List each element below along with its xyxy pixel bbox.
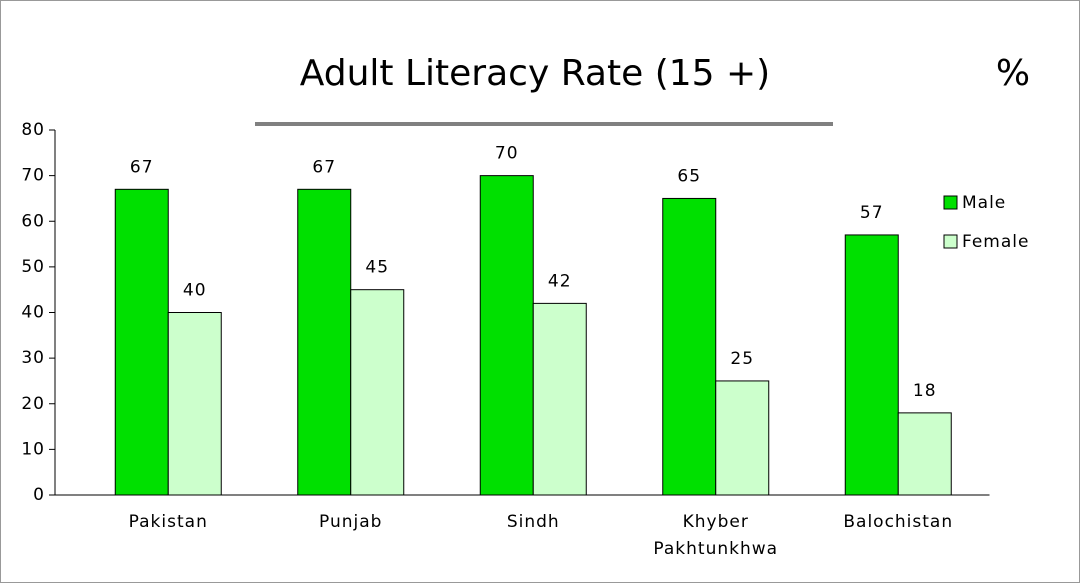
y-tick-label: 20 <box>21 394 45 414</box>
value-label: 25 <box>730 349 754 369</box>
bar <box>479 175 534 496</box>
legend-swatch <box>943 195 958 210</box>
legend-label: Male <box>962 193 1006 213</box>
x-tick-label: Balochistan <box>843 512 953 532</box>
bar <box>114 188 169 496</box>
value-label: 57 <box>860 203 884 223</box>
value-label: 67 <box>312 157 336 177</box>
bar <box>532 302 587 496</box>
y-tick-label: 30 <box>21 348 45 368</box>
value-label: 67 <box>130 157 154 177</box>
y-tick-label: 40 <box>21 303 45 323</box>
value-label: 70 <box>495 144 519 164</box>
bar <box>167 312 222 496</box>
y-tick-label: 80 <box>21 120 45 140</box>
bar <box>715 380 770 496</box>
y-tick-label: 50 <box>21 257 45 277</box>
value-label: 40 <box>183 281 207 301</box>
value-label: 45 <box>365 258 389 278</box>
x-tick-label: Sindh <box>507 512 560 532</box>
x-tick-label: Pakistan <box>129 512 208 532</box>
value-label: 65 <box>677 166 701 186</box>
value-label: 42 <box>548 271 572 291</box>
chart-title: Adult Literacy Rate (15 +) <box>300 53 770 94</box>
bar <box>662 197 717 496</box>
y-tick-label: 60 <box>21 211 45 231</box>
y-tick-label: 70 <box>21 166 45 186</box>
legend-label: Female <box>962 232 1029 252</box>
bar <box>844 234 899 496</box>
unit-label: % <box>996 53 1030 94</box>
y-tick-label: 0 <box>33 485 45 505</box>
bar <box>297 188 352 496</box>
x-tick-label: Khyber Pakhtunkhwa <box>653 512 778 559</box>
y-tick-label: 10 <box>21 439 45 459</box>
bar <box>350 289 405 496</box>
x-tick-label: Punjab <box>319 512 382 532</box>
bar <box>897 412 952 496</box>
value-label: 18 <box>913 381 937 401</box>
legend-swatch <box>943 234 958 249</box>
